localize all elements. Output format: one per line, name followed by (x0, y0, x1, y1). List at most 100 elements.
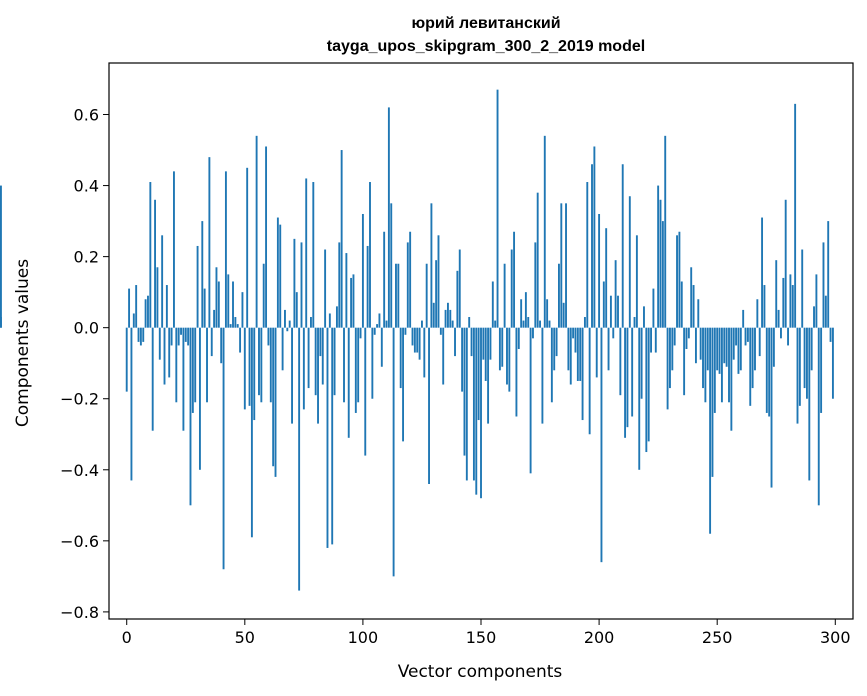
bar-component-63 (274, 327, 277, 477)
bar-component-0 (125, 327, 128, 392)
bar-component-55 (255, 135, 258, 328)
bar-component-66 (281, 327, 284, 371)
bar-component-120 (409, 231, 412, 328)
bar-component-204 (607, 327, 610, 371)
bar-component-194 (583, 317, 586, 328)
bar-component-100 (361, 213, 364, 328)
y-tick-label: −0.6 (60, 532, 99, 551)
bar-component-135 (444, 309, 447, 328)
bar-component-299 (831, 327, 834, 399)
bar-component-142 (461, 327, 464, 392)
bar-component-50 (243, 327, 246, 410)
bar-component-83 (321, 327, 324, 385)
bar-component-278 (782, 277, 785, 328)
bar-component-11 (151, 327, 154, 431)
bar-component-103 (369, 182, 371, 328)
bar-component-104 (371, 327, 374, 399)
x-tick-label: 50 (235, 628, 255, 647)
bar-component-89 (335, 306, 338, 328)
bar-component-294 (820, 327, 823, 413)
bar-component-290 (810, 327, 813, 371)
bar-component-136 (446, 302, 449, 328)
bar-component-237 (685, 327, 688, 349)
bar-component-149 (477, 327, 480, 421)
bar-component-51 (246, 167, 249, 328)
bar-component-139 (454, 327, 456, 357)
bar-component-157 (496, 89, 499, 328)
bar-component-112 (390, 203, 393, 328)
bar-component-181 (553, 327, 556, 371)
bar-component-68 (286, 327, 289, 332)
bar-component-287 (803, 327, 806, 389)
bar-component-193 (581, 327, 584, 421)
bar-component-151 (482, 327, 485, 360)
bar-component-233 (676, 235, 678, 328)
bar-component-281 (789, 274, 792, 328)
bar-component-61 (269, 327, 272, 403)
bar-component-126 (423, 327, 426, 378)
bar-component-274 (772, 327, 775, 367)
bar-component-85 (326, 327, 329, 548)
bar-component-101 (364, 327, 367, 456)
bar-component-218 (640, 327, 643, 399)
bar-component-186 (565, 203, 567, 328)
bar-component-164 (513, 231, 516, 328)
bar-component-77 (307, 327, 310, 389)
bar-component-254 (725, 327, 728, 367)
y-axis-label: Components values (13, 259, 33, 427)
bar-component-34 (206, 327, 208, 403)
bar-component-29 (194, 327, 197, 403)
bar-component-53 (250, 327, 253, 538)
bar-component-253 (723, 327, 726, 364)
bar-component-293 (817, 327, 820, 506)
bar-component-94 (347, 327, 350, 438)
bar-component-10 (149, 182, 152, 328)
bar-component-69 (288, 320, 291, 328)
bar-component-128 (428, 327, 430, 484)
bar-component-159 (501, 327, 504, 367)
bar-component-79 (312, 182, 315, 328)
bar-component-217 (638, 327, 641, 470)
bar-component-257 (732, 327, 735, 360)
bar-component-156 (494, 320, 497, 328)
bar-component-141 (458, 249, 461, 328)
bar-component-20 (173, 171, 175, 328)
bar-component-261 (742, 309, 745, 328)
bar-component-44 (229, 324, 232, 328)
bar-component-130 (432, 302, 435, 328)
bar-component-93 (345, 253, 348, 328)
bar-component-163 (510, 249, 513, 328)
bar-component-200 (598, 213, 601, 328)
bar-component-234 (678, 231, 681, 328)
bar-component-270 (763, 285, 766, 328)
bar-component-113 (392, 327, 395, 577)
bar-component-35 (208, 157, 211, 328)
bar-component-197 (591, 164, 593, 328)
x-tick-label: 250 (702, 628, 733, 647)
bar-component-127 (425, 263, 428, 328)
bar-component-64 (276, 217, 279, 328)
bar-component-23 (180, 327, 182, 335)
bar-component-267 (756, 299, 759, 328)
bar-component-42 (224, 171, 227, 328)
bars-group (0, 89, 834, 591)
bar-component-48 (239, 327, 242, 353)
bar-component-230 (669, 327, 671, 389)
y-tick-label: −0.8 (60, 603, 99, 622)
bar-component-242 (697, 299, 700, 328)
bar-component-249 (713, 327, 716, 413)
bar-component-235 (680, 281, 683, 328)
bar-component-277 (780, 327, 782, 339)
bar-component-179 (548, 320, 551, 328)
bar-component-208 (617, 295, 619, 328)
bar-component-185 (562, 302, 565, 328)
bar-component-238 (687, 327, 690, 339)
bar-component-106 (376, 324, 379, 328)
bar-component-24 (182, 327, 185, 431)
bar-component-118 (404, 327, 407, 335)
bar-component-189 (572, 327, 575, 339)
bar-component-275 (775, 260, 778, 328)
y-tick-label: −0.4 (60, 461, 99, 480)
bar-component-175 (539, 320, 541, 328)
bar-component-190 (574, 327, 577, 353)
